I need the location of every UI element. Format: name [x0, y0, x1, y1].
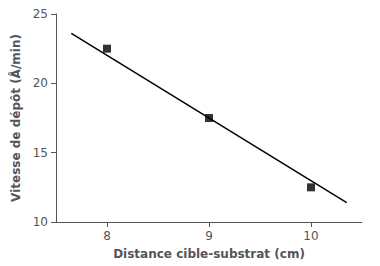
- svg-text:8: 8: [103, 229, 111, 243]
- svg-text:9: 9: [205, 229, 213, 243]
- svg-text:25: 25: [33, 7, 48, 21]
- svg-text:10: 10: [303, 229, 318, 243]
- svg-text:Vitesse de dépôt (Å/min): Vitesse de dépôt (Å/min): [8, 34, 23, 202]
- svg-text:10: 10: [33, 215, 48, 229]
- svg-text:Distance cible-substrat (cm): Distance cible-substrat (cm): [113, 247, 305, 261]
- svg-text:15: 15: [33, 146, 48, 160]
- svg-text:20: 20: [33, 76, 48, 90]
